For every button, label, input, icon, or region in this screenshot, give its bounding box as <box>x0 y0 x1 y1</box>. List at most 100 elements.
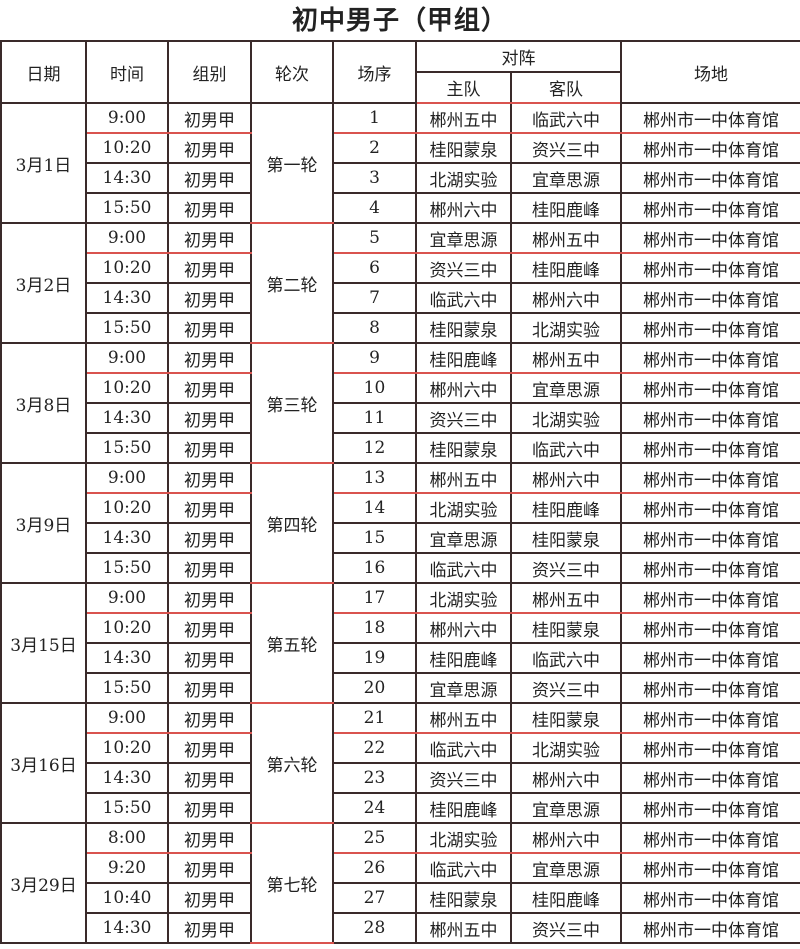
venue-cell: 郴州市一中体育馆 <box>620 912 800 944</box>
away-team-cell: 北湖实验 <box>510 312 622 344</box>
date-cell: 3月1日 <box>0 102 87 224</box>
table-row: 14:30 初男甲 28 郴州五中 资兴三中 郴州市一中体育馆 <box>1 912 800 944</box>
date-cell: 3月9日 <box>0 462 87 584</box>
table-row: 14:30 初男甲 7 临武六中 郴州六中 郴州市一中体育馆 <box>1 282 800 314</box>
away-team-cell: 桂阳蒙泉 <box>510 612 622 644</box>
venue-cell: 郴州市一中体育馆 <box>620 192 800 224</box>
seq-cell: 15 <box>332 522 417 554</box>
table-row: 10:20 初男甲 6 资兴三中 桂阳鹿峰 郴州市一中体育馆 <box>1 252 800 284</box>
table-row: 9:20 初男甲 26 临武六中 宜章思源 郴州市一中体育馆 <box>1 852 800 884</box>
time-cell: 8:00 <box>85 822 169 854</box>
round-cell: 第四轮 <box>250 462 334 584</box>
table-row: 3月2日 9:00 初男甲 第二轮 5 宜章思源 郴州五中 郴州市一中体育馆 <box>0 222 800 344</box>
group-cell: 初男甲 <box>167 132 252 164</box>
home-team-cell: 宜章思源 <box>415 522 512 554</box>
group-cell: 初男甲 <box>167 192 252 224</box>
away-team-cell: 资兴三中 <box>510 912 622 944</box>
time-cell: 9:00 <box>85 582 169 614</box>
home-team-cell: 宜章思源 <box>415 672 512 704</box>
venue-cell: 郴州市一中体育馆 <box>620 282 800 314</box>
group-cell: 初男甲 <box>167 312 252 344</box>
venue-cell: 郴州市一中体育馆 <box>620 522 800 554</box>
round-cell: 第一轮 <box>250 102 334 224</box>
header-venue: 场地 <box>620 40 800 104</box>
group-cell: 初男甲 <box>167 792 252 824</box>
venue-cell: 郴州市一中体育馆 <box>620 102 800 134</box>
away-team-cell: 桂阳蒙泉 <box>510 522 622 554</box>
header-seq: 场序 <box>332 40 417 104</box>
away-team-cell: 郴州五中 <box>510 342 622 374</box>
table-row: 14:30 初男甲 11 资兴三中 北湖实验 郴州市一中体育馆 <box>1 402 800 434</box>
venue-cell: 郴州市一中体育馆 <box>620 702 800 734</box>
home-team-cell: 桂阳蒙泉 <box>415 882 512 914</box>
seq-cell: 1 <box>332 102 417 134</box>
date-cell: 3月29日 <box>0 822 87 944</box>
table-row: 14:30 初男甲 19 桂阳鹿峰 临武六中 郴州市一中体育馆 <box>1 642 800 674</box>
home-team-cell: 北湖实验 <box>415 582 512 614</box>
home-team-cell: 郴州六中 <box>415 192 512 224</box>
group-cell: 初男甲 <box>167 702 252 734</box>
group-cell: 初男甲 <box>167 732 252 764</box>
seq-cell: 3 <box>332 162 417 194</box>
away-team-cell: 宜章思源 <box>510 162 622 194</box>
venue-cell: 郴州市一中体育馆 <box>620 642 800 674</box>
seq-cell: 8 <box>332 312 417 344</box>
home-team-cell: 临武六中 <box>415 732 512 764</box>
time-cell: 9:20 <box>85 852 169 884</box>
home-team-cell: 资兴三中 <box>415 402 512 434</box>
seq-cell: 16 <box>332 552 417 584</box>
table-row: 3月8日 9:00 初男甲 第三轮 9 桂阳鹿峰 郴州五中 郴州市一中体育馆 <box>0 342 800 464</box>
table-row: 15:50 初男甲 12 桂阳蒙泉 临武六中 郴州市一中体育馆 <box>1 432 800 464</box>
seq-cell: 18 <box>332 612 417 644</box>
home-team-cell: 桂阳蒙泉 <box>415 312 512 344</box>
group-cell: 初男甲 <box>167 252 252 284</box>
time-cell: 15:50 <box>85 432 169 464</box>
header-away: 客队 <box>510 71 622 104</box>
table-row: 15:50 初男甲 8 桂阳蒙泉 北湖实验 郴州市一中体育馆 <box>1 312 800 344</box>
header-home: 主队 <box>415 71 512 104</box>
group-cell: 初男甲 <box>167 612 252 644</box>
group-cell: 初男甲 <box>167 642 252 674</box>
time-cell: 9:00 <box>85 102 169 134</box>
group-cell: 初男甲 <box>167 162 252 194</box>
header-round: 轮次 <box>250 40 334 104</box>
group-cell: 初男甲 <box>167 822 252 854</box>
time-cell: 14:30 <box>85 642 169 674</box>
time-cell: 14:30 <box>85 522 169 554</box>
time-cell: 10:20 <box>85 732 169 764</box>
time-cell: 15:50 <box>85 792 169 824</box>
seq-cell: 4 <box>332 192 417 224</box>
venue-cell: 郴州市一中体育馆 <box>620 552 800 584</box>
home-team-cell: 北湖实验 <box>415 162 512 194</box>
table-row: 10:20 初男甲 14 北湖实验 桂阳鹿峰 郴州市一中体育馆 <box>1 492 800 524</box>
table-row: 10:40 初男甲 27 桂阳蒙泉 桂阳鹿峰 郴州市一中体育馆 <box>1 882 800 914</box>
away-team-cell: 宜章思源 <box>510 792 622 824</box>
seq-cell: 12 <box>332 432 417 464</box>
home-team-cell: 北湖实验 <box>415 492 512 524</box>
venue-cell: 郴州市一中体育馆 <box>620 822 800 854</box>
seq-cell: 9 <box>332 342 417 374</box>
group-cell: 初男甲 <box>167 522 252 554</box>
away-team-cell: 郴州五中 <box>510 582 622 614</box>
venue-cell: 郴州市一中体育馆 <box>620 312 800 344</box>
header-date: 日期 <box>0 40 87 104</box>
venue-cell: 郴州市一中体育馆 <box>620 672 800 704</box>
home-team-cell: 郴州六中 <box>415 372 512 404</box>
table-row: 3月1日 9:00 初男甲 第一轮 1 郴州五中 临武六中 郴州市一中体育馆 <box>0 102 800 224</box>
time-cell: 9:00 <box>85 342 169 374</box>
page-title: 初中男子（甲组） <box>291 6 508 36</box>
group-cell: 初男甲 <box>167 462 252 494</box>
table-row: 14:30 初男甲 23 资兴三中 郴州六中 郴州市一中体育馆 <box>1 762 800 794</box>
venue-cell: 郴州市一中体育馆 <box>620 222 800 254</box>
away-team-cell: 资兴三中 <box>510 132 622 164</box>
seq-cell: 20 <box>332 672 417 704</box>
time-cell: 14:30 <box>85 402 169 434</box>
seq-cell: 26 <box>332 852 417 884</box>
away-team-cell: 北湖实验 <box>510 402 622 434</box>
venue-cell: 郴州市一中体育馆 <box>620 732 800 764</box>
venue-cell: 郴州市一中体育馆 <box>620 792 800 824</box>
home-team-cell: 郴州五中 <box>415 912 512 944</box>
seq-cell: 21 <box>332 702 417 734</box>
away-team-cell: 郴州六中 <box>510 282 622 314</box>
seq-cell: 25 <box>332 822 417 854</box>
